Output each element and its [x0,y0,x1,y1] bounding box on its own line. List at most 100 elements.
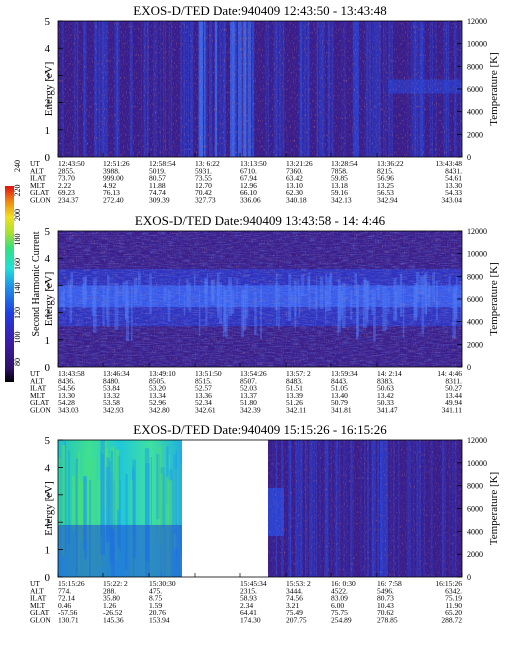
ephemeris-row-label: UT [30,159,40,168]
heatmap-column [105,467,110,542]
y-tick-label: 0 [45,572,51,584]
ephemeris-value: 8215. [377,166,394,175]
ephemeris-value: 50.33 [377,398,394,407]
ephemeris-value: 342.94 [377,196,398,205]
ephemeris-value: 130.71 [58,616,79,625]
ephemeris-value: 309.39 [149,196,170,205]
y-right-tick-label: 8000 [467,272,483,281]
ephemeris-value: 13:51:50 [195,369,222,378]
ephemeris-value: 8507. [240,376,257,385]
ephemeris-value: 342.13 [331,196,352,205]
ephemeris-value: 11.90 [445,601,462,610]
ephemeris-value: 51.26 [286,398,303,407]
ephemeris-value: 342.11 [286,406,307,415]
ephemeris-value: 999.00 [103,174,124,183]
y-tick-label: 4 [45,462,51,474]
ephemeris-value: 49.94 [445,398,462,407]
ephemeris-value: 20.76 [149,608,166,617]
ephemeris-value: 2315. [240,586,257,595]
y-right-tick-label: 0 [467,153,471,162]
heatmap-column [92,458,95,563]
ephemeris-value: 64.41 [240,608,257,617]
colorbar-tick-label: 160 [13,258,22,270]
ephemeris-value: 14: 2:14 [377,369,402,378]
y-tick-label: 5 [45,226,51,238]
ephemeris-value: 13.34 [149,391,166,400]
ephemeris-value: 15:22: 2 [103,579,128,588]
ephemeris-value: 6710. [240,166,257,175]
heatmap-column [162,467,165,528]
heatmap-column [144,448,150,562]
ephemeris-value: 16: 7:58 [377,579,402,588]
heatmap-column [98,480,102,567]
ephemeris-value: 15:30:30 [149,579,176,588]
ephemeris-row-label: GLAT [30,608,50,617]
ephemeris-value: 13:21:26 [286,159,313,168]
heatmap-speckle [268,440,462,577]
y-tick-label: 1 [45,335,51,347]
heatmap-speckle [58,231,462,367]
ephemeris-row-label: GLON [30,406,51,415]
ephemeris-value: 13:36:22 [377,159,404,168]
ephemeris-value: 13:54:26 [240,369,267,378]
y-right-tick-label: 2000 [467,130,483,139]
y-tick-label: 2 [45,308,51,320]
ephemeris-value: 53.20 [149,384,166,393]
ephemeris-value: 15:53: 2 [286,579,311,588]
ephemeris-value: 342.80 [149,406,170,415]
ephemeris-row-label: GLON [30,616,51,625]
y-right-tick-label: 8000 [467,62,483,71]
ephemeris-value: 53.84 [103,384,120,393]
y-right-tick-label: 12000 [467,227,487,236]
spectrogram-panel: EXOS-D/TED Date:940409 13:43:58 - 14: 4:… [30,213,500,415]
heatmap-column [116,449,120,510]
y-right-tick-label: 6000 [467,85,483,94]
ephemeris-value: 340.18 [286,196,307,205]
ephemeris-row-label: ILAT [30,174,47,183]
ephemeris-value: 70.42 [195,188,212,197]
ephemeris-row-label: GLAT [30,188,50,197]
ephemeris-value: 7858. [331,166,348,175]
ephemeris-value: 8.75 [149,594,162,603]
heatmap-column [58,457,61,551]
y-tick-label: 0 [45,152,51,164]
y-tick-label: 1 [45,125,51,137]
ephemeris-value: 13.25 [377,181,394,190]
ephemeris-value: 13.44 [445,391,462,400]
ephemeris-value: 75.75 [331,608,348,617]
heatmap-column [110,451,113,568]
ephemeris-value: 13.30 [58,391,75,400]
ephemeris-value: 272.40 [103,196,124,205]
y-axis-label: Energy [eV] [43,62,55,116]
ephemeris-value: 73.55 [195,174,212,183]
ephemeris-value: 234.37 [58,196,79,205]
colorbar-tick-label: 200 [13,209,22,221]
ephemeris-value: 10.43 [377,601,394,610]
ephemeris-value: 62.30 [286,188,303,197]
ephemeris-value: 13.10 [286,181,303,190]
ephemeris-table: UT 13:43:58 13:46:34 13:49:10 13:51:50 13:54:… [30,369,462,415]
heatmap-column [160,473,163,571]
ephemeris-value: 145.36 [103,616,124,625]
y-tick-label: 1 [45,545,51,557]
ephemeris-value: 341.47 [377,406,398,415]
colorbar-tick-label: 120 [13,307,22,319]
ephemeris-value: 8443. [331,376,348,385]
ephemeris-value: 16:15:26 [435,579,462,588]
colorbar-tick-label: 240 [13,160,22,172]
ephemeris-value: 52.57 [195,384,212,393]
ephemeris-value: 8431. [445,166,462,175]
ephemeris-value: 54.61 [445,174,462,183]
ephemeris-value: 343.03 [58,406,79,415]
heatmap-column [77,472,80,577]
ephemeris-value: 3.21 [286,601,299,610]
colorbar-tick-label: 220 [13,185,22,197]
ephemeris-value: 70.62 [377,608,394,617]
ephemeris-value: 2855. [58,166,75,175]
ephemeris-value: 75.49 [286,608,303,617]
ephemeris-value: 13.18 [331,181,348,190]
ephemeris-value: 69.23 [58,188,75,197]
ephemeris-row-label: GLAT [30,398,50,407]
ephemeris-value: 72.14 [58,594,75,603]
y-tick-label: 5 [45,16,51,28]
